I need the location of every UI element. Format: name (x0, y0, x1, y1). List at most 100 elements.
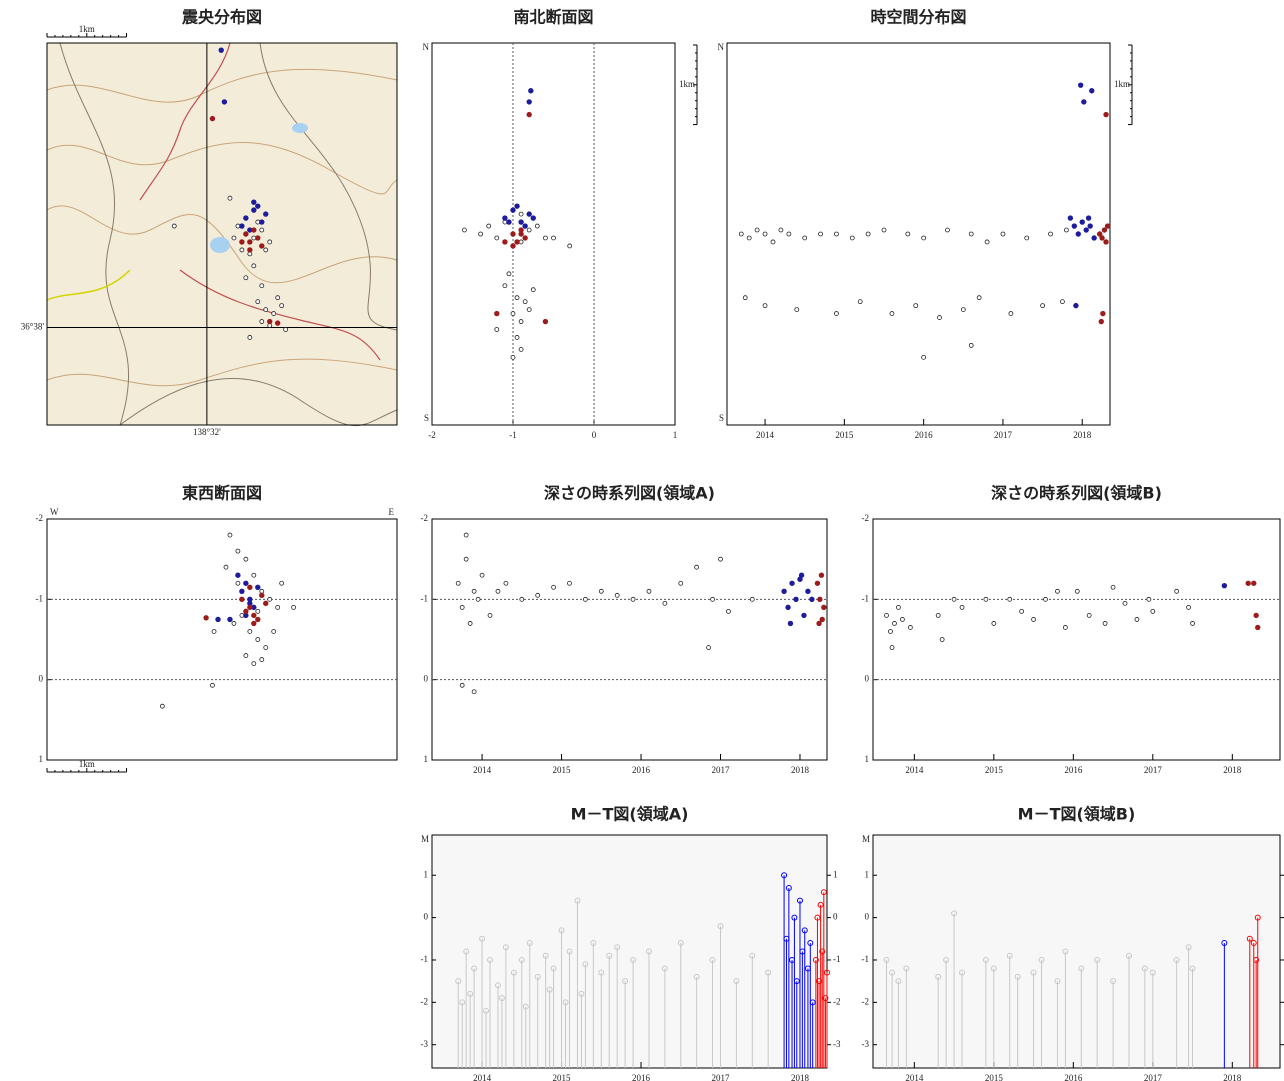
quake-point (679, 581, 683, 585)
quake-point (244, 609, 249, 614)
y-tick-label: -3 (862, 1039, 870, 1049)
quake-point (940, 638, 944, 642)
quake-point (1151, 609, 1155, 613)
quake-point (460, 683, 464, 687)
quake-point (210, 116, 215, 121)
quake-point (1255, 625, 1260, 630)
quake-point (479, 232, 483, 236)
quake-point (487, 224, 491, 228)
quake-point (228, 617, 233, 622)
quake-point (536, 593, 540, 597)
quake-point (834, 232, 838, 236)
x-tick-label: 0 (592, 430, 597, 440)
quake-point (820, 617, 825, 622)
quake-point (507, 272, 511, 276)
quake-point (810, 597, 815, 602)
quake-point (256, 300, 260, 304)
quake-point (527, 112, 532, 117)
quake-point (1001, 232, 1005, 236)
y-tick-label: -2 (421, 996, 429, 1006)
quake-point (527, 228, 531, 232)
quake-point (992, 621, 996, 625)
quake-point (1251, 581, 1256, 586)
quake-point (228, 196, 232, 200)
y2-tick-label: 0 (833, 912, 838, 922)
quake-point (900, 617, 904, 621)
quake-point (212, 629, 216, 633)
quake-point (1087, 613, 1091, 617)
quake-point (888, 629, 892, 633)
quake-point (264, 646, 268, 650)
x-tick-label: 2015 (553, 1073, 572, 1081)
quake-point (232, 621, 236, 625)
quake-point (276, 296, 280, 300)
quake-point (495, 311, 500, 316)
y2-tick-label: -2 (833, 996, 841, 1006)
axis-end-label: N (718, 42, 725, 52)
quake-point (1123, 601, 1127, 605)
quake-point (232, 236, 236, 240)
quake-point (160, 704, 164, 708)
quake-point (1100, 236, 1105, 241)
y2-tick-label: -3 (833, 1039, 841, 1049)
quake-point (922, 355, 926, 359)
y-tick-label: -2 (36, 513, 44, 523)
quake-point (779, 228, 783, 232)
figure: 震央分布図36°38'138°32'1km南北断面図-2-101NS1km時空間… (0, 0, 1284, 1081)
x-tick-label: 2016 (1064, 765, 1083, 775)
quake-point (252, 264, 256, 268)
quake-point (519, 220, 524, 225)
quake-point (236, 573, 241, 578)
quake-point (890, 312, 894, 316)
scale-label: 1km (79, 759, 95, 769)
quake-point (1055, 589, 1059, 593)
quake-point (599, 589, 603, 593)
quake-point (535, 224, 539, 228)
quake-point (726, 609, 730, 613)
chart-title: 南北断面図 (513, 8, 593, 27)
x-tick-label: 2015 (985, 765, 1004, 775)
chart-title: 震央分布図 (181, 8, 262, 27)
quake-point (503, 240, 508, 245)
x-tick-label: 1 (673, 430, 678, 440)
quake-point (263, 212, 268, 217)
quake-point (1060, 300, 1064, 304)
plot-frame (432, 43, 675, 425)
quake-point (495, 236, 499, 240)
quake-point (1080, 220, 1085, 225)
x-tick-label: -1 (509, 430, 517, 440)
quake-point (794, 597, 799, 602)
chart-title: 深さの時系列図(領域B) (991, 484, 1162, 503)
quake-point (523, 224, 528, 229)
quake-point (1254, 613, 1259, 618)
quake-point (788, 621, 793, 626)
quake-point (488, 613, 492, 617)
quake-point (1246, 581, 1251, 586)
quake-point (567, 581, 571, 585)
quake-point (922, 236, 926, 240)
quake-point (531, 216, 536, 221)
longitude-label: 138°32' (193, 427, 221, 437)
quake-point (1103, 621, 1107, 625)
quake-point (511, 244, 516, 249)
quake-point (1104, 112, 1109, 117)
quake-point (866, 232, 870, 236)
quake-point (763, 304, 767, 308)
axis-end-label: W (50, 507, 59, 517)
quake-point (663, 601, 667, 605)
quake-point (1105, 224, 1110, 229)
quake-point (515, 240, 520, 245)
y-tick-label: 0 (865, 912, 870, 922)
quake-point (280, 581, 284, 585)
quake-point (248, 585, 253, 590)
quake-point (802, 613, 807, 618)
quake-point (969, 232, 973, 236)
quake-point (472, 690, 476, 694)
quake-point (795, 308, 799, 312)
quake-point (961, 308, 965, 312)
quake-point (519, 212, 523, 216)
axis-end-label: M (862, 834, 870, 844)
quake-point (790, 581, 795, 586)
quake-point (817, 621, 822, 626)
quake-point (707, 646, 711, 650)
